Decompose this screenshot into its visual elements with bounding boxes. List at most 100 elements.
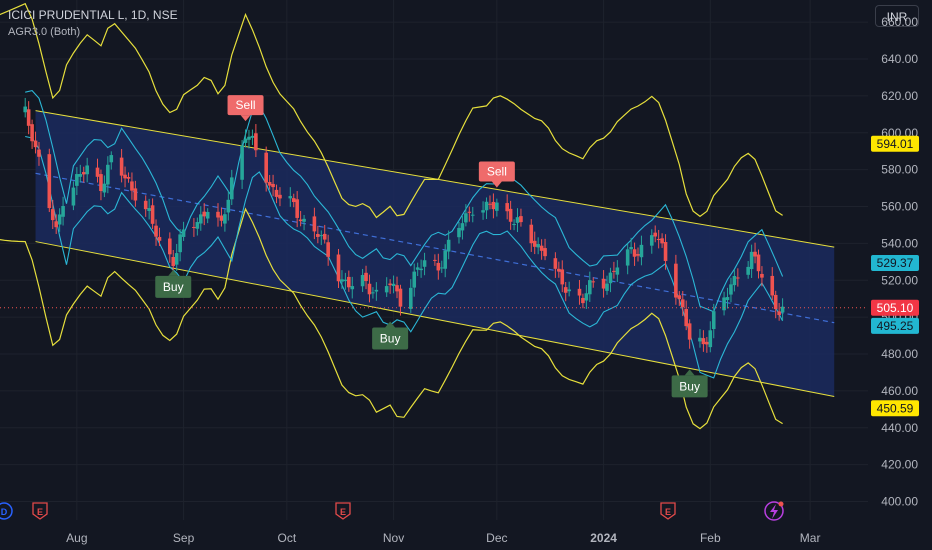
sell-signal-pointer: [240, 115, 251, 122]
candle-body: [37, 149, 41, 157]
candle-body: [157, 236, 162, 241]
candle-body: [174, 253, 179, 265]
candle-body: [322, 233, 327, 240]
candle-body: [130, 181, 134, 191]
candle-body: [216, 211, 220, 218]
symbol-title[interactable]: ICICI PRUDENTIAL L, 1D, NSE: [8, 8, 178, 22]
candle-body: [777, 311, 781, 316]
candle-body: [608, 272, 613, 284]
candle-body: [629, 247, 633, 250]
candle-body: [398, 288, 403, 307]
candle-body: [464, 213, 468, 223]
y-tick-label: 640.00: [881, 52, 918, 66]
candle-body: [192, 226, 196, 228]
buy-signal-badge: [372, 327, 409, 350]
candle-body: [433, 259, 437, 261]
candle-body: [229, 177, 234, 200]
candle-body: [577, 288, 582, 296]
candle-body: [364, 272, 368, 282]
y-tick-label: 580.00: [881, 163, 918, 177]
sell-signal-label: Sell: [236, 98, 256, 112]
candle-body: [123, 174, 127, 179]
currency-button[interactable]: INR: [875, 5, 919, 27]
earnings-event-icon: [660, 502, 676, 520]
candle-body: [415, 267, 420, 270]
candle-body: [133, 188, 138, 201]
candle-body: [384, 286, 389, 293]
earnings-event-icon: [335, 502, 351, 520]
earnings-event-icon: [32, 502, 48, 520]
candle-body: [350, 286, 355, 290]
candle-body: [371, 292, 375, 294]
candles-group: [23, 97, 785, 353]
candle-body: [632, 249, 637, 257]
price-label-bg: [871, 135, 919, 152]
candle-body: [460, 223, 465, 231]
buy-signal-label: Buy: [679, 379, 700, 393]
candle-body: [278, 194, 282, 199]
candle-body: [736, 277, 740, 279]
candle-body: [439, 267, 444, 269]
candle-body: [33, 140, 38, 148]
candle-body: [584, 293, 589, 301]
dividend-event-letter: D: [1, 507, 8, 517]
candle-body: [660, 238, 664, 244]
sell-signal-badge: [227, 95, 264, 116]
candle-body: [532, 240, 537, 247]
buy-signal-label: Buy: [163, 280, 184, 294]
candle-body: [81, 172, 86, 175]
candle-body: [54, 221, 58, 228]
candle-body: [168, 238, 172, 255]
indicator-label[interactable]: AGR3.0 (Both): [8, 26, 81, 38]
candle-body: [519, 216, 523, 223]
buy-signal-pointer: [168, 269, 179, 276]
candle-body: [649, 235, 654, 246]
y-tick-label: 400.00: [881, 495, 918, 509]
candle-body: [408, 287, 413, 309]
x-tick-label: Oct: [278, 531, 297, 545]
candle-body: [57, 214, 62, 225]
candle-body: [557, 268, 561, 272]
price-label-band-upper: 529.37: [877, 256, 914, 270]
earnings-event-letter: E: [665, 507, 671, 517]
candle-body: [687, 323, 692, 340]
candle-body: [150, 205, 155, 224]
candle-body: [395, 285, 399, 292]
candle-body: [419, 268, 423, 271]
buy-signal-pointer: [684, 369, 695, 376]
candle-body: [684, 309, 688, 327]
candle-body: [481, 210, 485, 213]
candle-body: [61, 205, 65, 217]
candle-body: [412, 271, 417, 288]
candle-body: [360, 274, 365, 287]
price-label-last-price: 505.10: [877, 301, 914, 315]
candle-body: [154, 225, 158, 237]
price-label-bg: [871, 299, 919, 316]
candle-body: [770, 275, 775, 296]
y-tick-label: 540.00: [881, 236, 918, 250]
candle-body: [553, 258, 558, 269]
candle-body: [446, 239, 451, 252]
candle-body: [729, 284, 733, 295]
candle-body: [302, 218, 306, 222]
candle-body: [267, 182, 272, 186]
candle-body: [605, 283, 609, 291]
candle-body: [247, 136, 251, 140]
candle-body: [271, 183, 275, 188]
candle-body: [543, 248, 547, 257]
candle-body: [705, 341, 709, 345]
candle-body: [470, 214, 475, 216]
price-label-band-lower: 495.25: [877, 319, 914, 333]
candle-body: [291, 198, 296, 203]
candle-body: [488, 203, 492, 205]
candle-body: [195, 222, 200, 229]
candle-body: [749, 251, 754, 270]
buy-signal-label: Buy: [380, 331, 401, 345]
candle-body: [99, 174, 103, 192]
candle-body: [636, 254, 640, 256]
candle-body: [484, 201, 489, 211]
candle-body: [539, 245, 544, 251]
candle-body: [243, 138, 248, 143]
candle-body: [47, 154, 52, 209]
